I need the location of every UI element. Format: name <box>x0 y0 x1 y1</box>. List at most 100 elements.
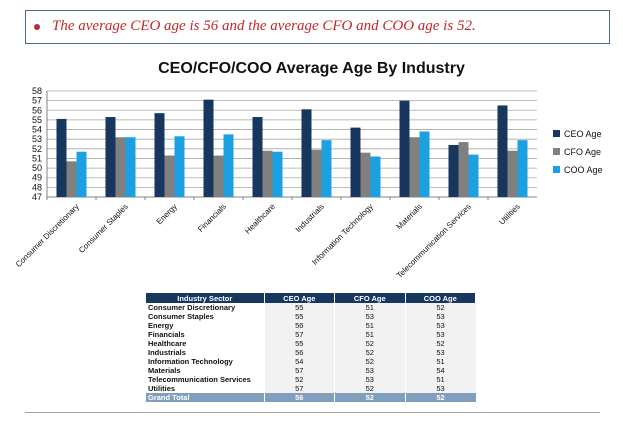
bar-coo-age <box>370 156 381 197</box>
y-tick-label: 47 <box>32 192 42 202</box>
table-cell-value: 52 <box>404 339 476 348</box>
table-row: Financials 57 51 53 <box>146 330 476 339</box>
bar-coo-age <box>468 154 479 197</box>
summary-text: The average CEO age is 56 and the averag… <box>52 18 476 34</box>
y-tick-label: 53 <box>32 134 42 144</box>
bar-cfo-age <box>458 142 469 197</box>
bar-cfo-age <box>115 137 126 197</box>
table-cell-sector: Information Technology <box>148 357 233 366</box>
bar-coo-age <box>517 140 528 197</box>
table-cell-sector: Industrials <box>148 348 186 357</box>
legend-label: CEO Age <box>564 129 602 139</box>
bar-cfo-age <box>262 150 273 197</box>
table-cell-value: 56 <box>263 321 335 330</box>
bar-ceo-age <box>154 113 165 197</box>
bar-cfo-age <box>360 152 371 197</box>
table-row: Industrials 56 52 53 <box>146 348 476 357</box>
table-cell-sector: Telecommunication Services <box>148 375 251 384</box>
table-cell-value: 53 <box>404 348 476 357</box>
bar-cfo-age <box>409 137 420 197</box>
x-category-label: Consumer Discretionary <box>14 202 81 269</box>
header-ceo: CEO Age <box>264 293 336 303</box>
table-cell-sector: Healthcare <box>148 339 187 348</box>
header-cfo: CFO Age <box>334 293 406 303</box>
bar-cfo-age <box>213 155 224 197</box>
table-cell-value: 53 <box>334 375 405 384</box>
table-cell-sector: Utilities <box>148 384 176 393</box>
x-category-label: Materials <box>395 202 424 231</box>
bar-ceo-age <box>448 144 459 197</box>
chart-title: CEO/CFO/COO Average Age By Industry <box>158 60 465 77</box>
legend-swatch <box>553 148 560 155</box>
bar-ceo-age <box>301 109 312 197</box>
legend-label: CFO Age <box>564 147 601 157</box>
bar-coo-age <box>419 131 430 197</box>
total-value: 56 <box>263 393 335 402</box>
bar-ceo-age <box>399 100 410 197</box>
x-category-label: Utilities <box>497 202 522 227</box>
bar-coo-age <box>321 140 332 197</box>
table-cell-sector: Financials <box>148 330 185 339</box>
table-cell-value: 56 <box>263 348 335 357</box>
table-cell-value: 52 <box>263 375 335 384</box>
table-cell-sector: Consumer Staples <box>148 312 214 321</box>
y-tick-label: 56 <box>32 105 42 115</box>
table-cell-value: 53 <box>334 312 405 321</box>
summary-callout: The average CEO age is 56 and the averag… <box>25 10 610 44</box>
bar-coo-age <box>76 151 87 197</box>
header-coo: COO Age <box>405 293 476 303</box>
table-cell-sector: Materials <box>148 366 181 375</box>
bar-ceo-age <box>105 117 116 197</box>
table-row: Information Technology 54 52 51 <box>146 357 476 366</box>
table-cell-value: 53 <box>404 321 476 330</box>
age-table: Industry Sector CEO Age CFO Age COO Age … <box>146 293 476 402</box>
bar-ceo-age <box>252 117 263 197</box>
bullet-icon <box>34 24 40 30</box>
y-tick-label: 50 <box>32 163 42 173</box>
x-category-label: Consumer Staples <box>77 202 130 255</box>
bar-cfo-age <box>164 155 175 197</box>
table-cell-value: 53 <box>404 384 476 393</box>
y-tick-label: 49 <box>32 173 42 183</box>
table-cell-value: 55 <box>263 303 335 312</box>
y-tick-label: 52 <box>32 144 42 154</box>
table-cell-value: 51 <box>334 330 405 339</box>
bar-coo-age <box>223 134 234 197</box>
bar-ceo-age <box>56 118 67 197</box>
table-cell-value: 51 <box>404 357 476 366</box>
table-total-row: Grand Total 56 52 52 <box>146 393 476 402</box>
table-cell-value: 52 <box>334 339 405 348</box>
table-cell-value: 54 <box>404 366 476 375</box>
table-cell-value: 51 <box>334 321 405 330</box>
table-row: Healthcare 55 52 52 <box>146 339 476 348</box>
table-header-row: Industry Sector CEO Age CFO Age COO Age <box>146 293 476 303</box>
table-cell-value: 55 <box>263 339 335 348</box>
bar-cfo-age <box>507 150 518 197</box>
y-tick-label: 54 <box>32 125 42 135</box>
table-cell-sector: Energy <box>148 321 174 330</box>
table-cell-sector: Consumer Discretionary <box>148 303 236 312</box>
y-tick-label: 57 <box>32 96 42 106</box>
bar-ceo-age <box>350 127 361 197</box>
total-value: 52 <box>404 393 476 402</box>
bar-coo-age <box>272 151 283 197</box>
y-tick-label: 48 <box>32 182 42 192</box>
table-row: Materials 57 53 54 <box>146 366 476 375</box>
y-tick-label: 58 <box>32 86 42 96</box>
table-row: Consumer Staples 55 53 53 <box>146 312 476 321</box>
divider <box>25 412 600 413</box>
table-cell-value: 52 <box>334 348 405 357</box>
table-cell-value: 52 <box>404 303 476 312</box>
table-cell-value: 52 <box>334 357 405 366</box>
total-label: Grand Total <box>146 393 265 402</box>
header-industry: Industry Sector <box>146 293 265 303</box>
legend-swatch <box>553 166 560 173</box>
bar-coo-age <box>174 136 185 197</box>
legend-swatch <box>553 130 560 137</box>
y-tick-label: 51 <box>32 153 42 163</box>
table-cell-value: 51 <box>334 303 405 312</box>
bar-cfo-age <box>66 161 77 197</box>
table-cell-value: 52 <box>334 384 405 393</box>
y-tick-label: 55 <box>32 115 42 125</box>
